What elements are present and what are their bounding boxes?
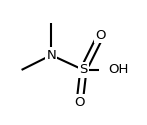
Text: S: S [79, 63, 88, 76]
Text: O: O [74, 96, 85, 108]
Text: OH: OH [108, 63, 128, 76]
Text: N: N [46, 49, 56, 62]
Text: O: O [95, 29, 106, 42]
